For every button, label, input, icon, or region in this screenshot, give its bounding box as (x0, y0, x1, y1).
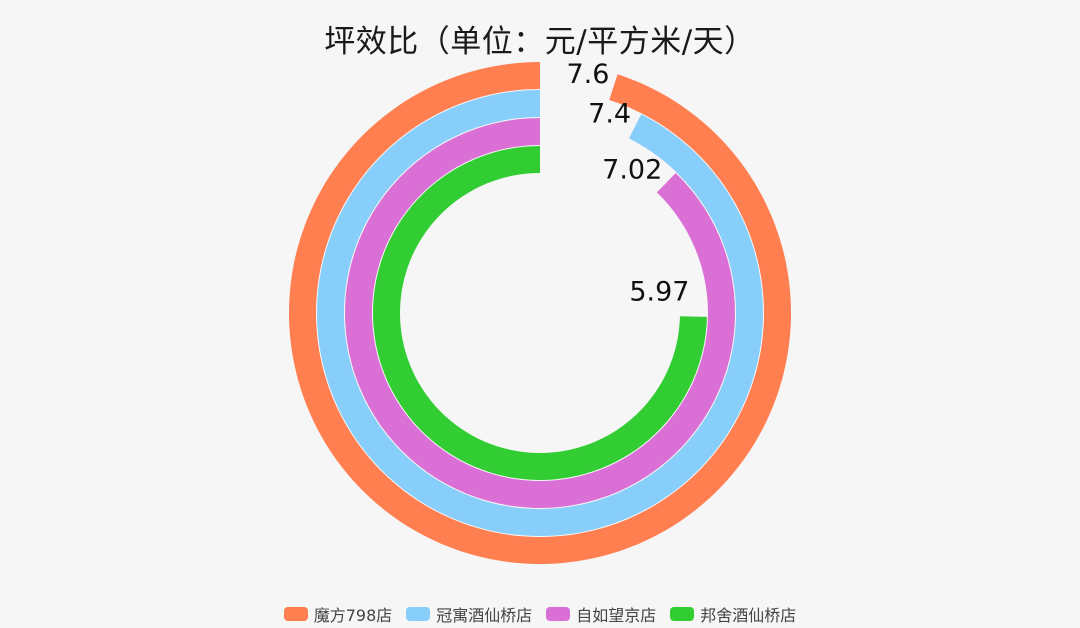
legend-item-mofang798[interactable]: 魔方798店 (283, 602, 393, 626)
value-label: 7.02 (602, 155, 662, 186)
value-label: 7.4 (588, 98, 631, 129)
legend-swatch-icon (283, 607, 308, 621)
ring-bar[interactable] (373, 146, 707, 480)
value-labels-group: 7.6 7.4 7.02 5.97 (566, 59, 689, 307)
legend-label: 自如望京店 (576, 606, 657, 625)
value-label: 5.97 (629, 277, 689, 308)
rings-group (289, 62, 791, 565)
legend-label: 邦舍酒仙桥店 (700, 606, 797, 625)
chart-title: 坪效比（单位：元/平方米/天） (324, 24, 756, 60)
value-label: 7.6 (566, 59, 609, 90)
legend-label: 冠寓酒仙桥店 (436, 606, 533, 625)
legend: 魔方798店 冠寓酒仙桥店 自如望京店 邦舍酒仙桥店 (0, 602, 1080, 626)
legend-item-ziru-wangjing[interactable]: 自如望京店 (546, 602, 656, 626)
legend-swatch-icon (670, 607, 695, 621)
ring-bar[interactable] (344, 118, 735, 509)
legend-item-bangshe-jiuxianqiao[interactable]: 邦舍酒仙桥店 (670, 602, 796, 626)
legend-label: 魔方798店 (313, 606, 393, 625)
legend-swatch-icon (406, 607, 431, 621)
legend-item-guanyu-jiuxianqiao[interactable]: 冠寓酒仙桥店 (406, 602, 532, 626)
legend-swatch-icon (546, 607, 571, 621)
